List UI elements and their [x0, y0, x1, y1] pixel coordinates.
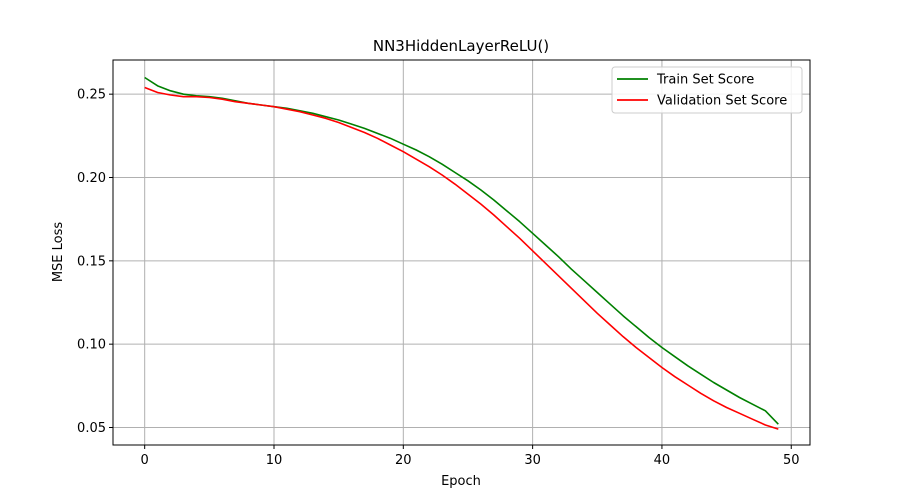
legend: Train Set Score Validation Set Score: [611, 66, 803, 114]
x-tick-label: 20: [395, 453, 412, 468]
y-tick-label: 0.10: [77, 338, 106, 353]
legend-box: [611, 66, 803, 114]
y-axis-label: MSE Loss: [51, 222, 66, 283]
y-tick-label: 0.20: [77, 171, 106, 186]
plot-frame: [112, 59, 811, 446]
legend-label: Validation Set Score: [657, 94, 787, 109]
x-tick-label: 40: [654, 453, 671, 468]
y-tick-label: 0.25: [77, 88, 106, 103]
x-tick-label: 30: [524, 453, 541, 468]
y-tick-label: 0.15: [77, 254, 106, 269]
y-tick-label: 0.05: [77, 421, 106, 436]
chart-title: NN3HiddenLayerReLU(): [373, 37, 549, 55]
axis-ticks: 0 10 20 30 40 50 0.05 0.10 0.15 0.20 0.25: [77, 88, 799, 468]
x-tick-label: 50: [783, 453, 800, 468]
series-lines: [144, 76, 779, 430]
legend-label: Train Set Score: [656, 73, 754, 88]
series-line-validation: [144, 86, 779, 430]
x-tick-label: 0: [141, 453, 149, 468]
x-tick-label: 10: [266, 453, 283, 468]
x-axis-label: Epoch: [441, 474, 481, 489]
